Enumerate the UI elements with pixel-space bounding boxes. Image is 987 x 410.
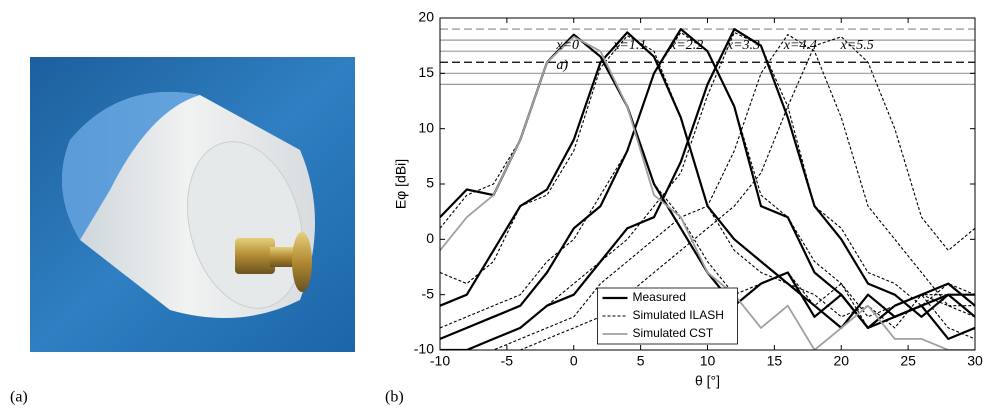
- y-tick-label: 5: [426, 175, 434, 191]
- plot-area: [440, 28, 975, 350]
- curve: [440, 31, 975, 329]
- y-tick-label: -5: [422, 285, 435, 301]
- legend-label: Simulated ILASH: [633, 308, 724, 322]
- x-tick-label: 25: [900, 353, 916, 369]
- y-tick-label: 0: [426, 230, 434, 246]
- legend-label: Measured: [633, 290, 686, 304]
- x-tick-label: 15: [767, 353, 783, 369]
- beam-annotation: x=1.1: [612, 38, 646, 53]
- beam-annotation: x=0: [555, 38, 579, 53]
- x-axis-label: θ [°]: [695, 373, 720, 389]
- y-axis-label: Eφ [dBi]: [393, 159, 409, 209]
- curve: [440, 35, 975, 350]
- y-tick-label: 10: [418, 119, 434, 135]
- x-tick-label: 5: [637, 353, 645, 369]
- curve: [440, 36, 975, 350]
- x-tick-label: 10: [700, 353, 716, 369]
- curve: [440, 35, 975, 329]
- panel-label: (a): [10, 389, 28, 406]
- y-tick-label: 20: [418, 9, 434, 25]
- x-tick-label: -10: [430, 353, 450, 369]
- beam-annotation: x=4.4: [783, 38, 817, 53]
- y-tick-label: -10: [414, 341, 434, 357]
- x-tick-label: 0: [570, 353, 578, 369]
- curve: [440, 31, 975, 350]
- panel-label: (b): [385, 389, 404, 406]
- x-tick-label: 30: [967, 353, 983, 369]
- beam-annotation: x=5.5: [840, 38, 874, 53]
- panel-tag: a): [556, 58, 568, 73]
- beam-annotation: x=2.2: [669, 38, 703, 53]
- x-tick-label: 20: [833, 353, 849, 369]
- curve: [440, 34, 975, 350]
- legend-label: Simulated CST: [633, 326, 714, 340]
- photo: [30, 57, 355, 352]
- x-tick-label: -5: [501, 353, 514, 369]
- beam-annotation: x=3.3: [726, 38, 760, 53]
- curve: [440, 31, 975, 329]
- y-tick-label: 15: [418, 64, 434, 80]
